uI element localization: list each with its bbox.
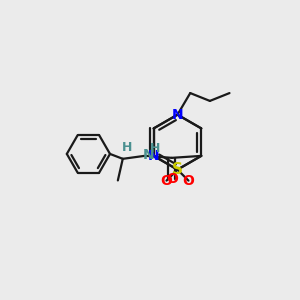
Text: O: O <box>182 174 194 188</box>
Text: S: S <box>172 162 183 177</box>
Text: O: O <box>166 172 178 186</box>
Text: N: N <box>172 108 183 122</box>
Text: N: N <box>142 148 154 162</box>
Text: H: H <box>150 142 160 154</box>
Text: H: H <box>122 141 132 154</box>
Text: O: O <box>160 174 172 188</box>
Text: N: N <box>148 149 160 163</box>
